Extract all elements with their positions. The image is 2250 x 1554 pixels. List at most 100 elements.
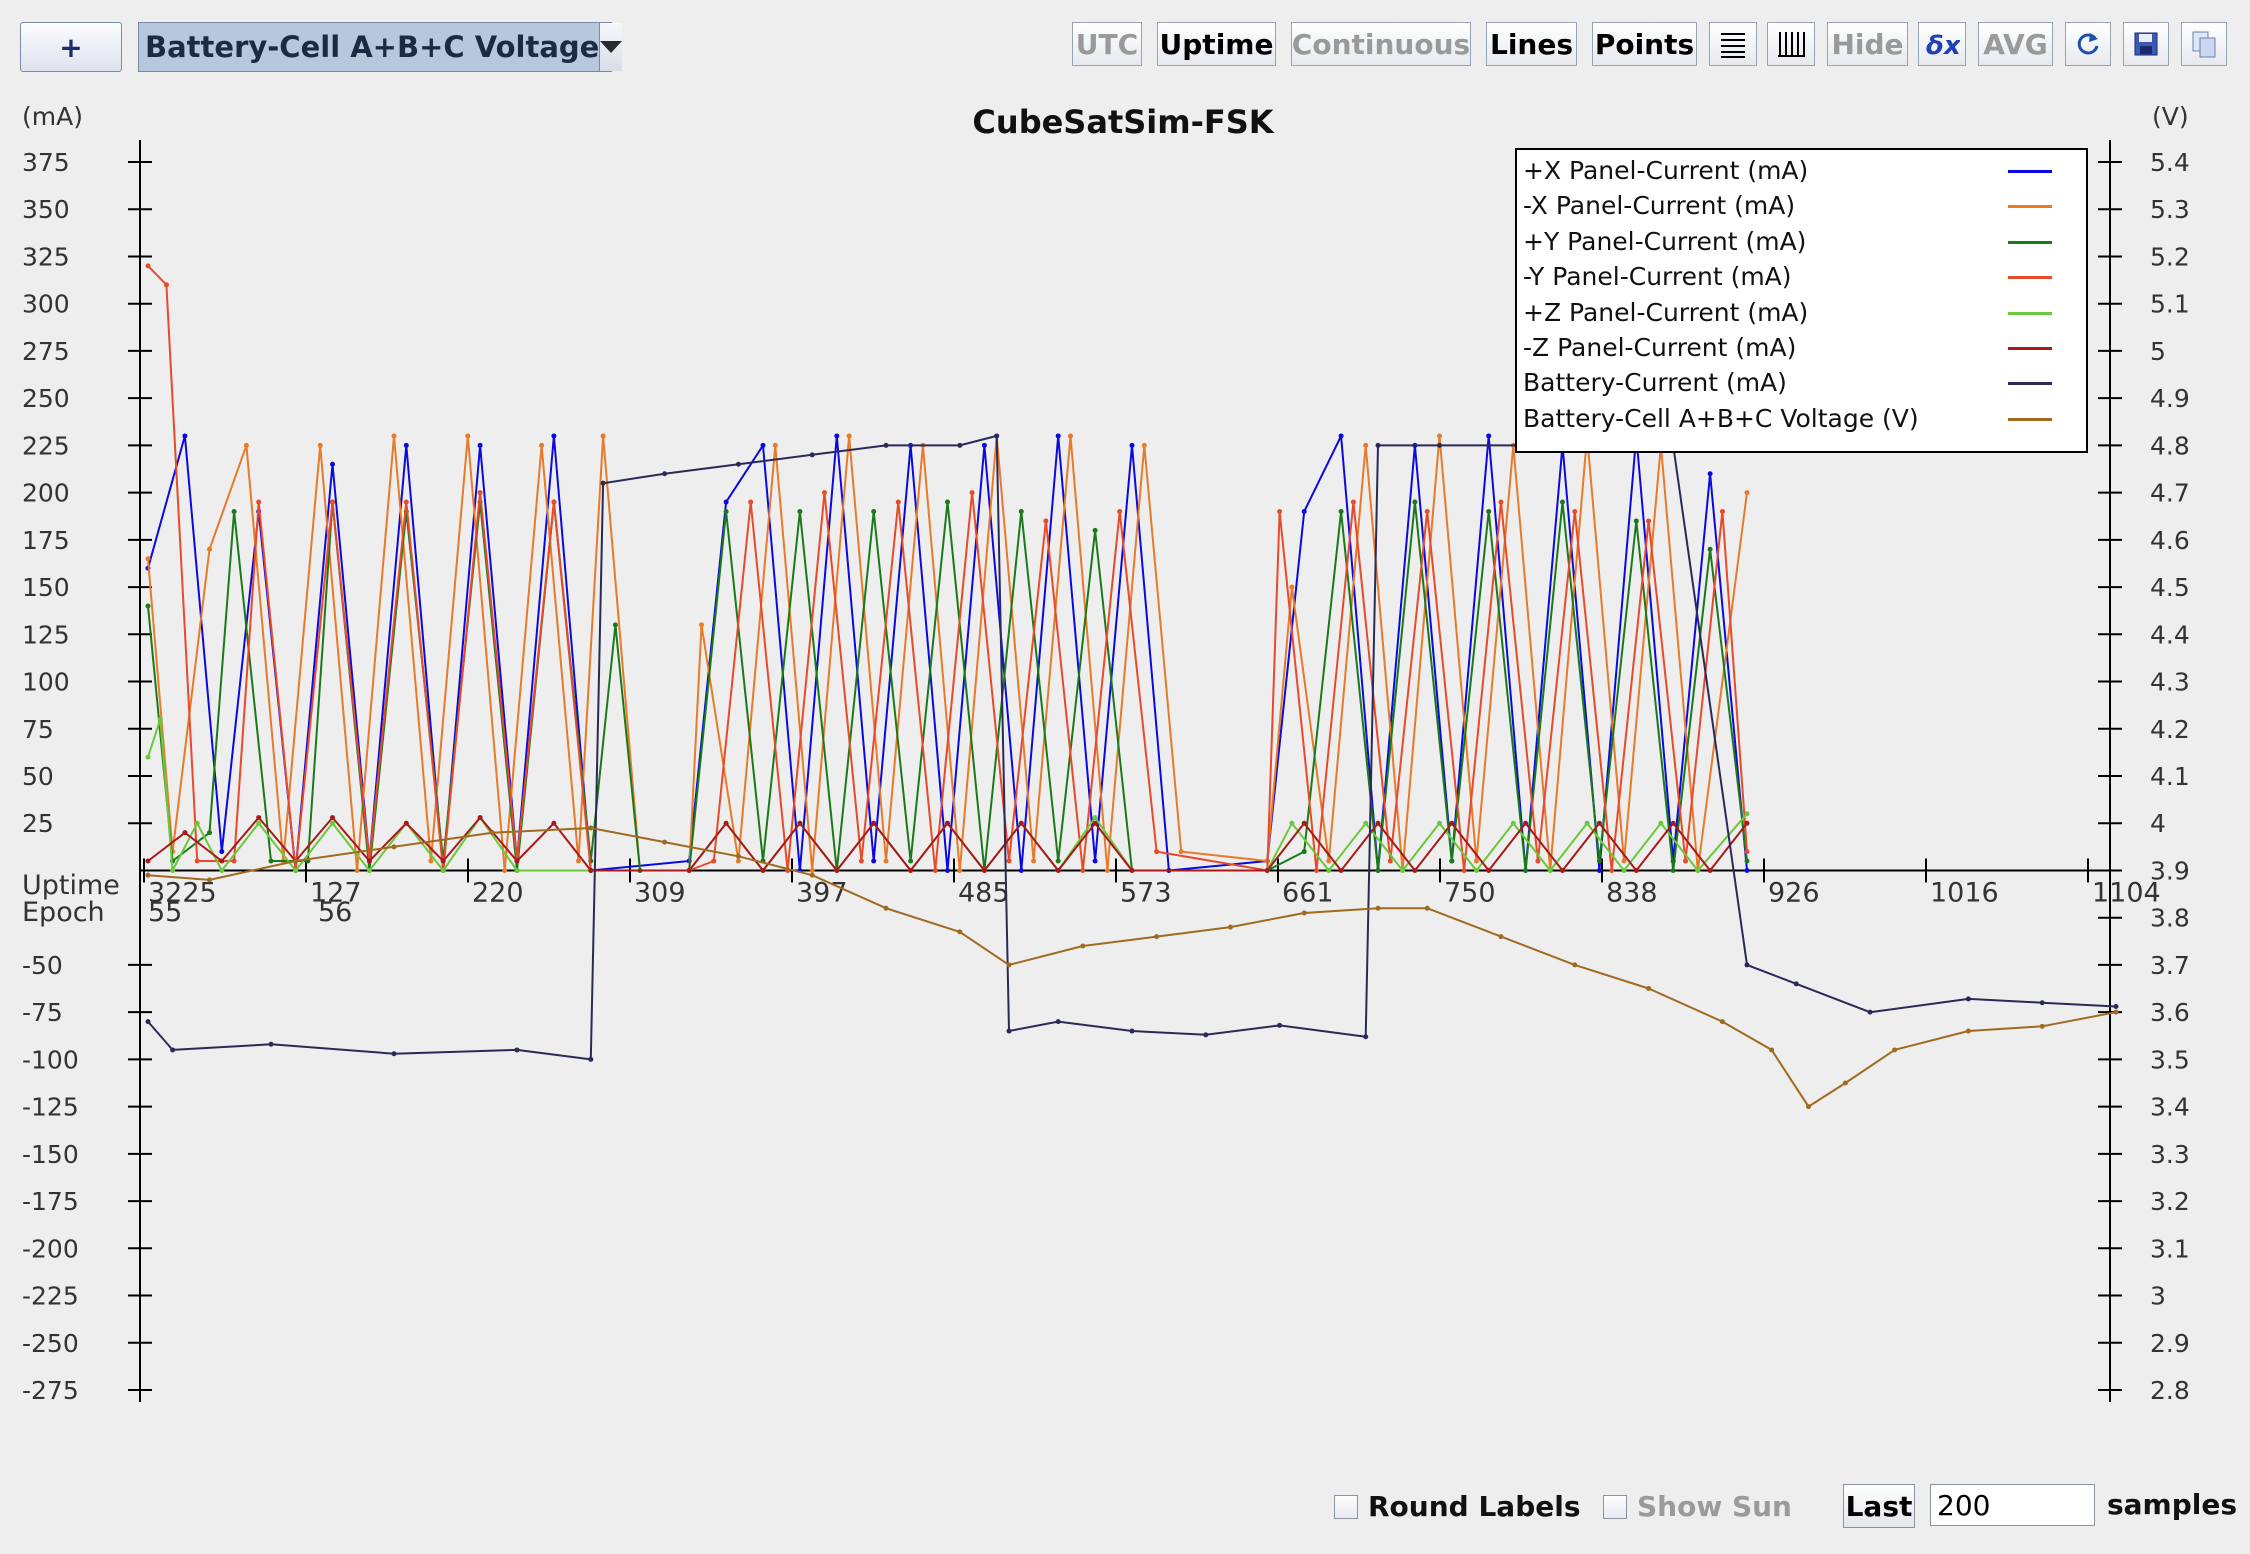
series-point [1289, 584, 1295, 590]
field-selector[interactable]: Battery-Cell A+B+C Voltage [138, 22, 623, 72]
y-tick-label: 350 [22, 195, 70, 224]
series-point [760, 442, 766, 448]
series-point [440, 858, 446, 864]
copy-icon[interactable] [2181, 22, 2227, 66]
legend-label: -Y Panel-Current (mA) [1523, 262, 1792, 291]
series-point [1350, 499, 1356, 505]
lines-button[interactable]: Lines [1486, 22, 1577, 66]
series-point [1363, 442, 1369, 448]
series-point [1892, 1047, 1898, 1053]
x-tick-label: 926 [1768, 877, 1820, 908]
series-point [735, 858, 741, 864]
x-tick-label: 1104 [2092, 877, 2161, 908]
series-point [1683, 858, 1688, 864]
samples-input[interactable] [1930, 1484, 2095, 1526]
x-tick-label: 397 [796, 877, 848, 908]
series-point [772, 442, 778, 448]
hide-button[interactable]: Hide [1827, 22, 1908, 66]
field-selector-value: Battery-Cell A+B+C Voltage [145, 30, 600, 64]
series-point [1055, 433, 1061, 439]
series-point [1018, 867, 1024, 873]
series-point [1080, 867, 1086, 873]
series-point [514, 858, 520, 864]
series-point [1043, 518, 1049, 524]
series-point [1154, 934, 1160, 940]
series-point [1375, 905, 1381, 911]
series-point [1178, 849, 1184, 855]
legend-item: -X Panel-Current (mA) [1523, 189, 2083, 223]
left-y-axis: 375 350 325 300 275 250 225 200 175 150 125 100 75 50… [22, 140, 152, 1405]
y-tick-label: -125 [22, 1093, 79, 1122]
series-point [809, 872, 815, 878]
legend-swatch [2008, 276, 2052, 279]
y-tick-label: -150 [22, 1140, 79, 1169]
add-graph-button[interactable]: + [20, 22, 122, 72]
vertical-lines-icon[interactable] [1767, 22, 1815, 66]
series-point [981, 442, 987, 448]
series-point [243, 442, 249, 448]
y-tick-label: 2.9 [2150, 1329, 2190, 1358]
series-point [883, 905, 889, 911]
series-point [1572, 509, 1578, 515]
chevron-down-icon[interactable] [599, 23, 623, 71]
series-point [1437, 433, 1442, 439]
x-axis: 3225 127 220 309 397 485 573 661 750 838 926 1016 11… [140, 858, 2161, 908]
continuous-button[interactable]: Continuous [1291, 22, 1471, 66]
horizontal-lines-icon[interactable] [1709, 22, 1757, 66]
series-point [1646, 986, 1652, 992]
y-tick-label: 4.3 [2150, 668, 2190, 697]
series-point [145, 263, 151, 269]
legend-item: +X Panel-Current (mA) [1523, 154, 2083, 188]
series-point [145, 754, 151, 760]
series-point [170, 1047, 176, 1053]
y-tick-label: 4 [2150, 809, 2166, 838]
series-point [428, 858, 434, 864]
series-point [317, 442, 323, 448]
checkbox-box[interactable] [1334, 1494, 1358, 1519]
utc-button[interactable]: UTC [1072, 22, 1142, 66]
series-point [1375, 820, 1381, 826]
series-point [366, 858, 372, 864]
chart-title: CubeSatSim-FSK [972, 103, 1274, 141]
series-point [440, 867, 446, 873]
avg-button[interactable]: AVG [1978, 22, 2053, 66]
series-point [207, 546, 212, 552]
show-sun-checkbox[interactable]: Show Sun [1603, 1490, 1792, 1523]
series-point [1719, 1019, 1725, 1025]
y-tick-label: 3.7 [2150, 951, 2190, 980]
series-point [945, 820, 950, 826]
series-point [1867, 1009, 1873, 1015]
delta-x-icon[interactable]: δx [1918, 22, 1966, 66]
series-point [1314, 867, 1319, 873]
series-point [1092, 858, 1098, 864]
series-point [194, 858, 200, 864]
series-point [945, 499, 950, 505]
series-point [539, 442, 545, 448]
y-tick-label: 275 [22, 337, 70, 366]
last-button[interactable]: Last [1843, 1484, 1915, 1528]
points-button[interactable]: Points [1592, 22, 1697, 66]
series-point [699, 622, 704, 628]
series-point [1719, 509, 1725, 515]
series-point [588, 1056, 594, 1062]
series-point [330, 820, 335, 826]
checkbox-box[interactable] [1603, 1494, 1627, 1519]
legend-swatch [2008, 312, 2052, 315]
y-tick-label: -275 [22, 1376, 79, 1405]
series-point [163, 282, 169, 288]
save-icon[interactable] [2123, 22, 2169, 66]
series-point [256, 815, 262, 821]
series-point [1092, 820, 1098, 826]
left-axis-unit: (mA) [22, 102, 83, 131]
uptime-button[interactable]: Uptime [1157, 22, 1276, 66]
series-point [1547, 867, 1553, 873]
legend-item: -Z Panel-Current (mA) [1523, 331, 2083, 365]
series-point [1670, 820, 1676, 826]
round-labels-checkbox[interactable]: Round Labels [1334, 1490, 1581, 1523]
series-point [723, 820, 729, 826]
refresh-icon[interactable] [2065, 22, 2111, 66]
series-point [1793, 981, 1799, 987]
y-tick-label: 3 [2150, 1282, 2166, 1311]
series-point [1535, 858, 1541, 864]
series-point [1006, 858, 1012, 864]
